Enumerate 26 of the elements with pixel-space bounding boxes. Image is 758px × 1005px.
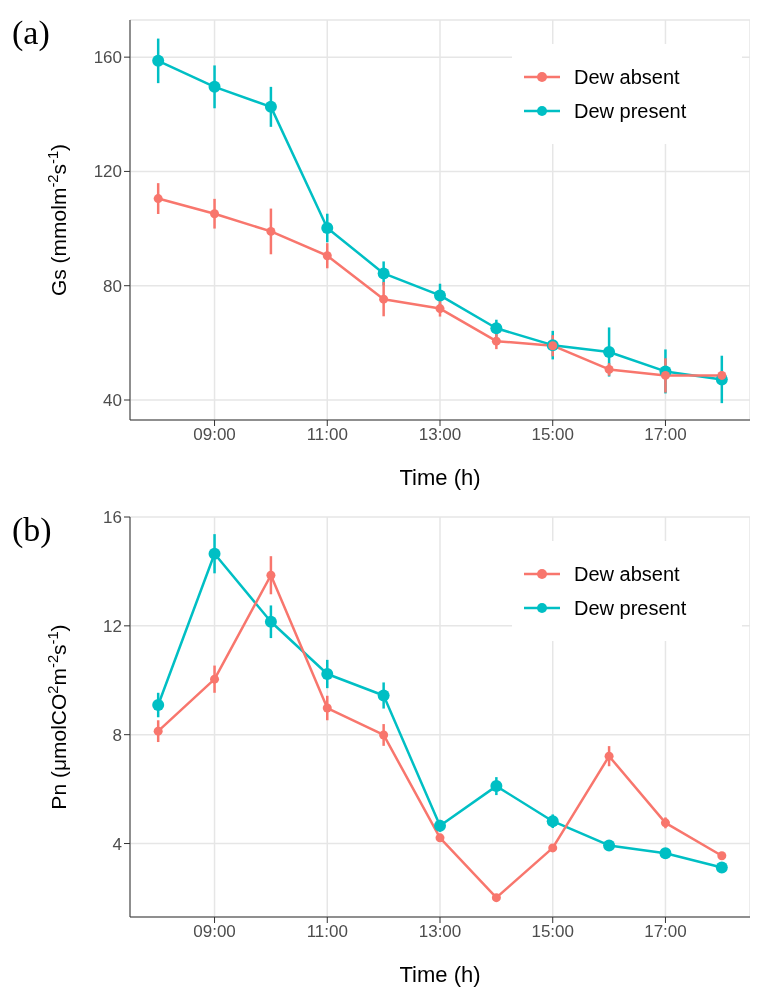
x-tick-label: 09:00 <box>193 922 236 942</box>
y-tick-label: 12 <box>103 616 122 636</box>
x-tick-label: 09:00 <box>193 425 236 445</box>
chart-title: (a) <box>12 14 50 52</box>
x-axis-title: Time (h) <box>399 465 481 490</box>
x-tick-label: 15:00 <box>531 922 574 942</box>
y-tick-label: 4 <box>112 834 122 854</box>
legend-label: Dew absent <box>574 65 680 90</box>
y-tick-label: 160 <box>93 48 122 68</box>
y-tick-label: 80 <box>103 276 122 296</box>
x-tick-label: 11:00 <box>306 922 348 942</box>
legend-label: Dew present <box>574 596 687 621</box>
y-tick-label: 40 <box>103 391 122 411</box>
chart-title: (b) <box>12 511 52 549</box>
x-tick-label: 13:00 <box>418 922 462 942</box>
y-tick-label: 120 <box>93 162 122 182</box>
x-tick-label: 17:00 <box>644 425 687 445</box>
y-tick-label: 16 <box>103 508 122 528</box>
legend-label: Dew present <box>574 99 687 124</box>
y-tick-label: 8 <box>112 725 122 745</box>
legend-label: Dew absent <box>574 562 680 587</box>
x-tick-label: 13:00 <box>418 425 462 445</box>
x-tick-label: 17:00 <box>644 922 687 942</box>
x-tick-label: 11:00 <box>306 425 348 445</box>
x-tick-label: 15:00 <box>531 425 574 445</box>
x-axis-title: Time (h) <box>399 962 481 987</box>
